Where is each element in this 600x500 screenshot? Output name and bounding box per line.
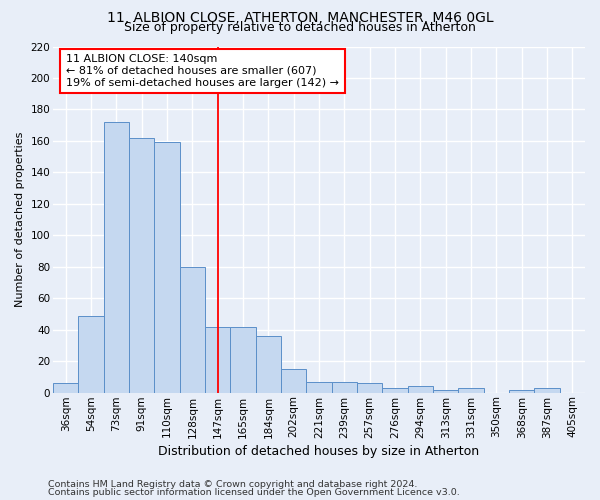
Text: 11, ALBION CLOSE, ATHERTON, MANCHESTER, M46 0GL: 11, ALBION CLOSE, ATHERTON, MANCHESTER, …	[107, 11, 493, 25]
Text: 11 ALBION CLOSE: 140sqm
← 81% of detached houses are smaller (607)
19% of semi-d: 11 ALBION CLOSE: 140sqm ← 81% of detache…	[66, 54, 339, 88]
Bar	[129, 138, 154, 392]
Bar	[332, 382, 357, 392]
Y-axis label: Number of detached properties: Number of detached properties	[15, 132, 25, 308]
Bar	[154, 142, 180, 392]
Bar	[104, 122, 129, 392]
Text: Size of property relative to detached houses in Atherton: Size of property relative to detached ho…	[124, 21, 476, 34]
Bar	[407, 386, 433, 392]
Bar	[307, 382, 332, 392]
Text: Contains HM Land Registry data © Crown copyright and database right 2024.: Contains HM Land Registry data © Crown c…	[48, 480, 418, 489]
Bar	[357, 383, 382, 392]
Bar	[256, 336, 281, 392]
Bar	[509, 390, 535, 392]
Bar	[79, 316, 104, 392]
X-axis label: Distribution of detached houses by size in Atherton: Distribution of detached houses by size …	[158, 444, 479, 458]
Bar	[458, 388, 484, 392]
Bar	[230, 326, 256, 392]
Bar	[53, 383, 79, 392]
Text: Contains public sector information licensed under the Open Government Licence v3: Contains public sector information licen…	[48, 488, 460, 497]
Bar	[180, 267, 205, 392]
Bar	[281, 369, 307, 392]
Bar	[433, 390, 458, 392]
Bar	[382, 388, 407, 392]
Bar	[535, 388, 560, 392]
Bar	[205, 326, 230, 392]
